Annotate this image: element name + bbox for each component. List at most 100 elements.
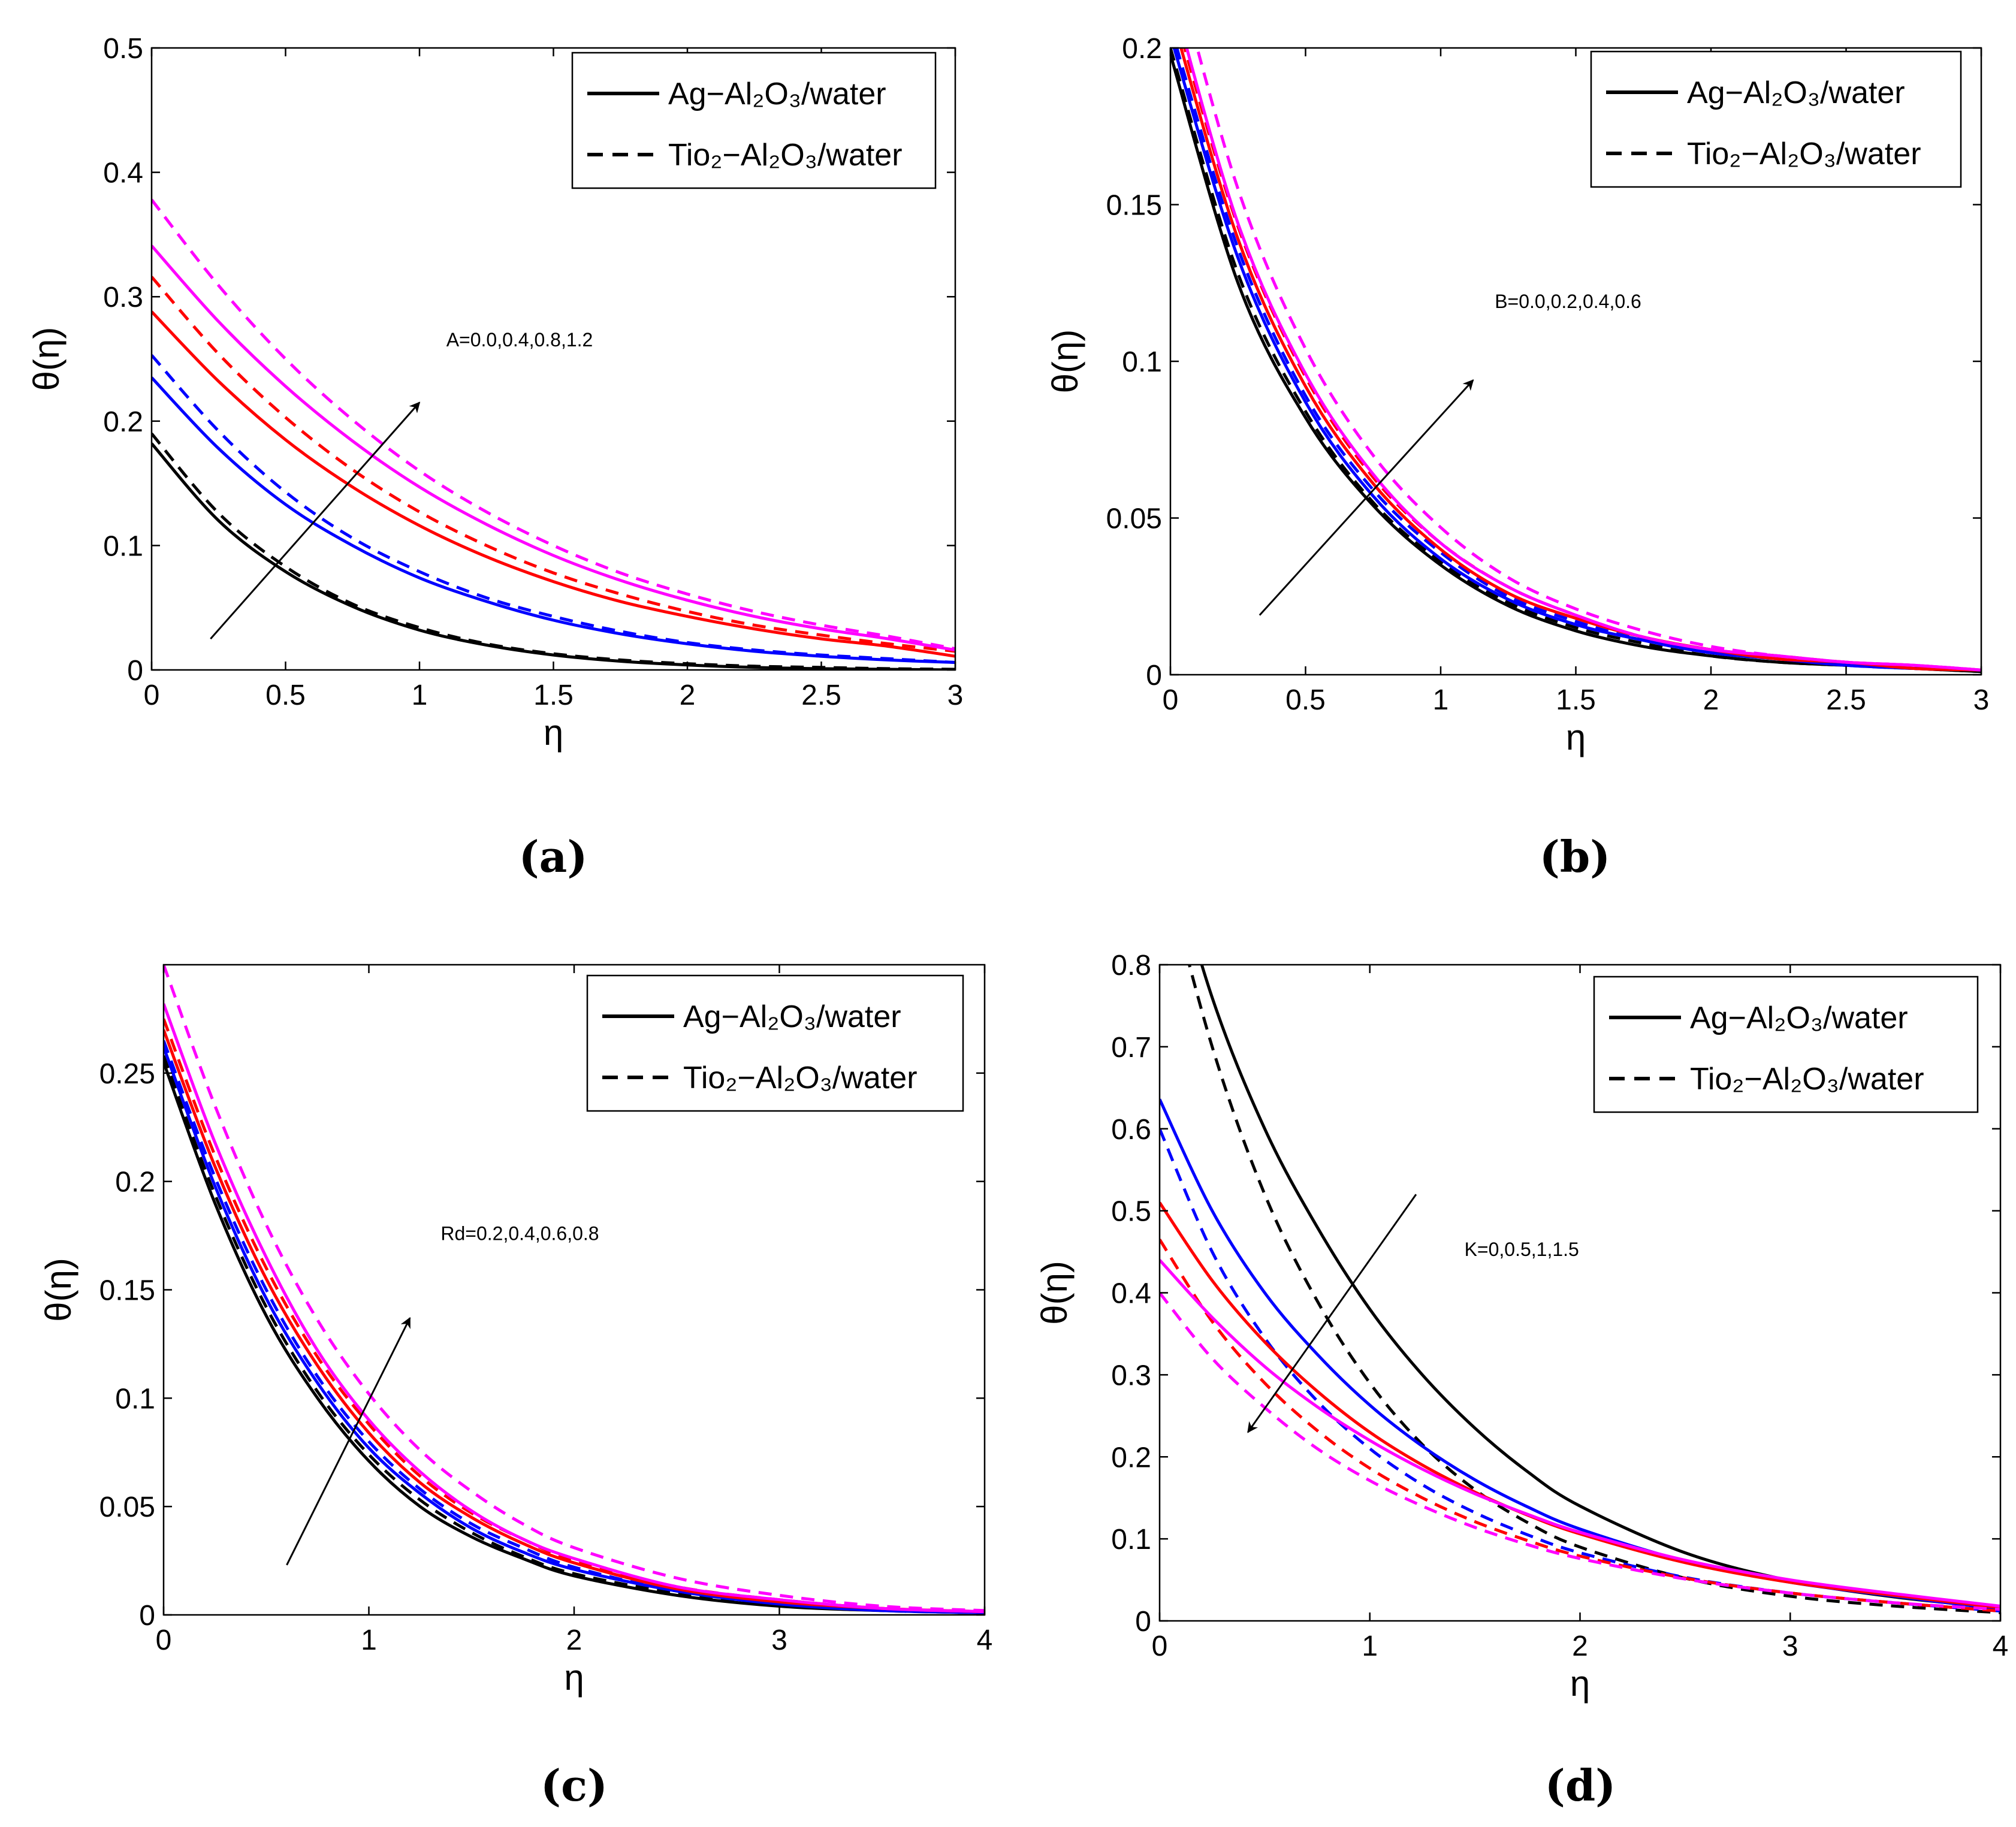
- series-line-blue-dashed: [1175, 48, 1981, 672]
- y-tick-label: 0.05: [1106, 503, 1162, 535]
- y-tick-label: 0.3: [103, 282, 143, 313]
- x-axis-label: η: [564, 1657, 584, 1698]
- legend: Ag−Al₂O₃/water Tio₂−Al₂O₃/water: [586, 974, 964, 1112]
- trend-arrow: [1247, 1194, 1417, 1433]
- x-tick-label: 2: [1703, 684, 1719, 716]
- x-tick-label: 0.5: [1285, 684, 1326, 716]
- y-axis-label: θ(η): [1034, 1261, 1075, 1325]
- parameter-annotation: Rd=0.2,0.4,0.6,0.8: [440, 1222, 599, 1244]
- legend-solid-label: Ag−Al₂O₃/water: [683, 999, 901, 1034]
- parameter-annotation: K=0,0.5,1,1.5: [1465, 1239, 1579, 1260]
- y-tick-label: 0.5: [103, 33, 143, 65]
- x-tick-label: 1: [1433, 684, 1449, 716]
- series-line-magenta-dashed: [164, 965, 985, 1612]
- panel-caption: (d): [1545, 1760, 1616, 1811]
- x-tick-label: 0: [1152, 1630, 1168, 1662]
- parameter-annotation: B=0.0,0.2,0.4,0.6: [1495, 291, 1641, 312]
- series-group: [1160, 965, 2000, 1614]
- y-tick-label: 0.1: [1122, 346, 1162, 378]
- legend-dashed-label: Tio₂−Al₂O₃/water: [683, 1061, 918, 1095]
- x-tick-label: 2.5: [801, 680, 841, 711]
- series-line-magenta-solid: [152, 244, 955, 652]
- y-axis-label: θ(η): [26, 327, 67, 391]
- x-tick-label: 2.5: [1826, 684, 1866, 716]
- x-tick-label: 2: [1572, 1630, 1588, 1662]
- x-tick-label: 3: [771, 1624, 787, 1656]
- y-tick-label: 0: [1135, 1606, 1151, 1638]
- y-tick-label: 0: [1146, 660, 1162, 691]
- y-tick-label: 0.8: [1111, 950, 1151, 982]
- legend-dashed-label: Tio₂−Al₂O₃/water: [668, 138, 903, 173]
- y-tick-label: 0.15: [1106, 190, 1162, 222]
- y-tick-label: 0.25: [99, 1058, 155, 1090]
- y-axis-label: θ(η): [1045, 330, 1085, 394]
- y-tick-label: 0.2: [1122, 33, 1162, 65]
- x-tick-label: 0: [144, 680, 160, 711]
- series-line-blue-solid: [164, 1046, 985, 1614]
- panel-d: 0 1 2 3 4 0 0.1 0.2 0.3 0.4 0.5 0.6 0.7 0.8 η θ(η) K=0,0…: [1034, 950, 2009, 1811]
- series-group: [164, 965, 985, 1614]
- panel-caption: (c): [541, 1760, 608, 1811]
- y-tick-label: 0.5: [1111, 1196, 1151, 1228]
- trend-arrow: [286, 1316, 411, 1566]
- x-axis-label: η: [1570, 1663, 1590, 1704]
- y-tick-label: 0: [139, 1600, 155, 1632]
- panel-a: 0 0.5 1 1.5 2 2.5 3 0 0.1 0.2 0.3 0.4 0.5 η θ(η) A=0.0,…: [26, 33, 963, 882]
- series-line-magenta-dashed: [1196, 48, 1981, 672]
- y-tick-label: 0.2: [115, 1167, 155, 1198]
- x-tick-label: 2: [566, 1624, 583, 1656]
- x-tick-label: 3: [947, 680, 964, 711]
- y-tick-label: 0.4: [1111, 1278, 1151, 1310]
- series-group: [152, 198, 955, 670]
- legend-solid-label: Ag−Al₂O₃/water: [1687, 76, 1905, 110]
- y-tick-label: 0.7: [1111, 1032, 1151, 1064]
- series-line-black-solid: [164, 1061, 985, 1614]
- y-tick-label: 0.2: [1111, 1442, 1151, 1473]
- legend: Ag−Al₂O₃/water Tio₂−Al₂O₃/water: [1593, 976, 1979, 1113]
- legend: Ag−Al₂O₃/water Tio₂−Al₂O₃/water: [571, 52, 937, 189]
- series-line-magenta-solid: [164, 1003, 985, 1614]
- legend-dashed-label: Tio₂−Al₂O₃/water: [1687, 137, 1921, 171]
- y-tick-label: 0: [127, 655, 143, 687]
- legend-solid-label: Ag−Al₂O₃/water: [1690, 1001, 1908, 1035]
- parameter-annotation: A=0.0,0.4,0.8,1.2: [446, 329, 593, 351]
- y-tick-label: 0.6: [1111, 1114, 1151, 1146]
- trend-arrow: [210, 401, 421, 640]
- x-tick-label: 1.5: [1556, 684, 1596, 716]
- legend-box: [586, 974, 964, 1112]
- series-line-red-solid: [164, 1029, 985, 1614]
- series-line-magenta-solid: [1160, 1259, 2000, 1608]
- x-axis-label: η: [544, 712, 563, 753]
- y-tick-label: 0.1: [103, 530, 143, 562]
- y-tick-label: 0.05: [99, 1491, 155, 1523]
- series-line-red-dashed: [152, 276, 955, 653]
- panel-caption: (b): [1540, 831, 1610, 882]
- x-tick-label: 0: [1163, 684, 1179, 716]
- legend-solid-label: Ag−Al₂O₃/water: [668, 77, 886, 111]
- series-group: [1170, 48, 1981, 674]
- y-tick-label: 0.3: [1111, 1360, 1151, 1391]
- x-tick-label: 3: [1973, 684, 1990, 716]
- x-tick-label: 2: [680, 680, 696, 711]
- panel-caption: (a): [519, 831, 588, 882]
- x-tick-label: 1.5: [533, 680, 574, 711]
- y-tick-label: 0.1: [1111, 1524, 1151, 1556]
- x-tick-label: 4: [1993, 1630, 2009, 1662]
- y-tick-label: 0.4: [103, 158, 143, 189]
- legend-box: [571, 52, 937, 189]
- y-tick-label: 0.1: [115, 1383, 155, 1415]
- x-tick-label: 0: [156, 1624, 172, 1656]
- legend: Ag−Al₂O₃/water Tio₂−Al₂O₃/water: [1590, 50, 1962, 188]
- x-tick-label: 1: [1362, 1630, 1378, 1662]
- series-line-red-dashed: [164, 1018, 985, 1614]
- x-tick-label: 4: [977, 1624, 993, 1656]
- legend-dashed-label: Tio₂−Al₂O₃/water: [1690, 1062, 1924, 1097]
- x-tick-label: 1: [412, 680, 428, 711]
- panel-c: 0 1 2 3 4 0 0.05 0.1 0.15 0.2 0.25 η θ(η) Rd=0.2,0.4,…: [38, 964, 993, 1811]
- x-axis-label: η: [1566, 717, 1586, 757]
- panel-b: 0 0.5 1 1.5 2 2.5 3 0 0.05 0.1 0.15 0.2 η θ(η) B=0.0,0…: [1045, 33, 1990, 882]
- trend-arrow: [1259, 379, 1474, 616]
- series-line-blue-dashed: [1160, 1128, 2000, 1613]
- series-line-black-dashed: [1187, 965, 2000, 1614]
